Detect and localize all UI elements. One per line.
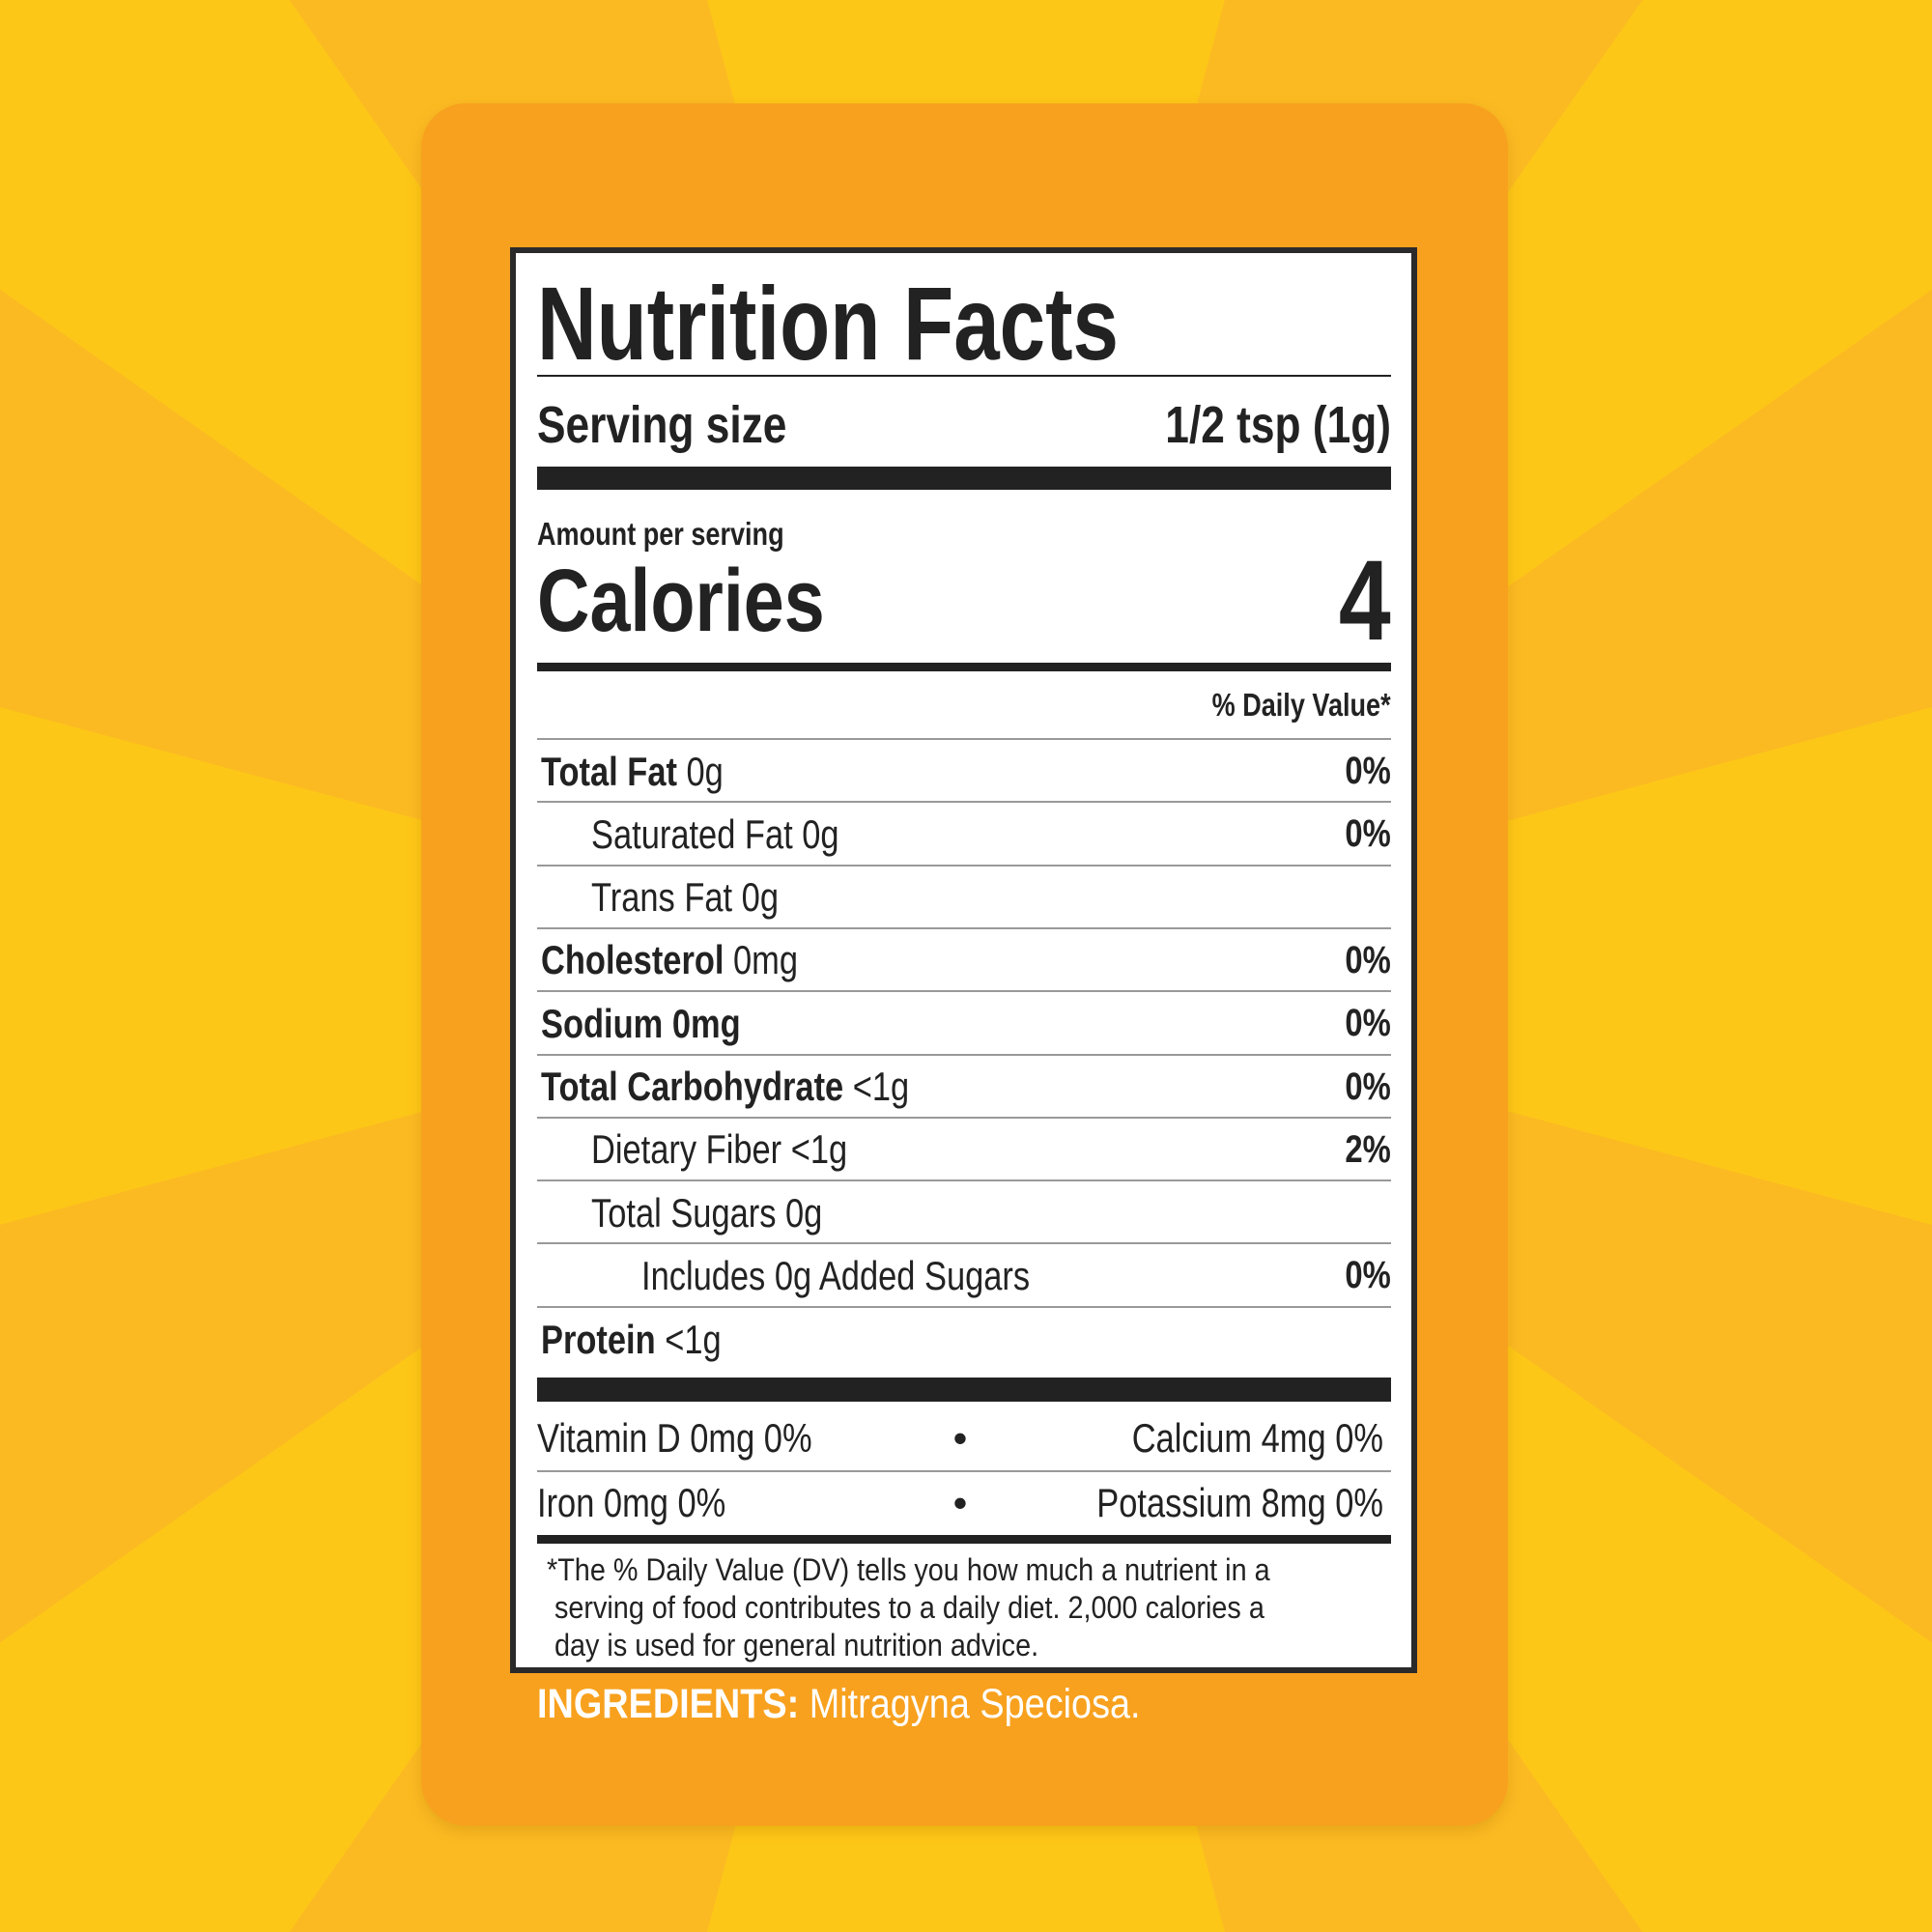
nutrient-label: Sodium 0mg: [541, 1001, 741, 1047]
nutrient-amount: <1g: [790, 1126, 848, 1173]
footnote-line: *The % Daily Value (DV) tells you how mu…: [547, 1552, 1270, 1587]
nutrient-row: Saturated Fat 0g 0%: [537, 803, 1391, 866]
divider: [537, 1242, 1391, 1245]
nutrient-amount: <1g: [665, 1316, 722, 1362]
nutrient-row: Total Carbohydrate <1g 0%: [537, 1056, 1391, 1119]
nutrient-amount: 0mg: [733, 937, 799, 983]
title: Nutrition Facts: [537, 265, 1119, 382]
divider: [537, 1116, 1391, 1119]
nutrient-row: Total Sugars 0g: [537, 1181, 1391, 1244]
nutrition-facts-label: Nutrition Facts Serving size 1/2 tsp (1g…: [510, 247, 1417, 1673]
daily-value-percent: 0%: [1345, 812, 1391, 856]
potassium: Potassium 8mg 0%: [1096, 1480, 1383, 1525]
divider: [537, 1306, 1391, 1308]
nutrient-amount: 0g: [686, 748, 724, 794]
footnote: *The % Daily Value (DV) tells you how mu…: [547, 1551, 1350, 1664]
nutrient-amount: 0g: [802, 810, 839, 857]
nutrient-amount: 0g: [785, 1189, 823, 1236]
nutrient-name: Trans Fat: [591, 874, 733, 921]
divider: [537, 1053, 1391, 1056]
nutrient-name: Total Carbohydrate: [541, 1064, 844, 1109]
iron: Iron 0mg 0%: [537, 1480, 726, 1525]
nutrient-amount: 0g: [741, 874, 779, 921]
divider: [537, 926, 1391, 929]
footnote-line: day is used for general nutrition advice…: [554, 1628, 1039, 1662]
nutrient-row: Protein <1g: [537, 1308, 1391, 1371]
divider: [537, 801, 1391, 804]
nutrient-row: Sodium 0mg 0%: [537, 992, 1391, 1055]
nutrient-amount: 0mg: [671, 1000, 741, 1046]
nutrient-name: Total Fat: [541, 748, 677, 794]
nutrient-row: Includes 0g Added Sugars 0%: [537, 1244, 1391, 1307]
nutrient-label: Includes 0g Added Sugars: [641, 1253, 1030, 1299]
thick-divider: [537, 1378, 1391, 1402]
nutrient-row: Trans Fat 0g: [537, 867, 1391, 929]
divider: [537, 1470, 1391, 1472]
nutrient-label: Dietary Fiber <1g: [591, 1126, 847, 1173]
nutrient-name: Protein: [541, 1316, 656, 1362]
thick-divider: [537, 467, 1391, 490]
calcium: Calcium 4mg 0%: [1131, 1415, 1383, 1461]
divider: [537, 864, 1391, 867]
nutrient-label: Total Carbohydrate <1g: [541, 1064, 909, 1110]
calories-label: Calories: [537, 551, 825, 650]
footnote-line: serving of food contributes to a daily d…: [554, 1590, 1264, 1625]
nutrient-label: Protein <1g: [541, 1317, 722, 1363]
nutrient-label: Total Sugars 0g: [591, 1190, 822, 1236]
ingredients: INGREDIENTS: Mitragyna Speciosa.: [537, 1681, 1223, 1728]
medium-divider: [537, 663, 1391, 671]
daily-value-header: % Daily Value*: [1211, 687, 1391, 723]
ingredients-text: Mitragyna Speciosa.: [809, 1681, 1141, 1727]
divider: [537, 375, 1391, 377]
nutrient-row: Cholesterol 0mg 0%: [537, 929, 1391, 992]
nutrient-name: Saturated Fat: [591, 810, 793, 857]
serving-size-label: Serving size: [537, 396, 787, 454]
daily-value-percent: 2%: [1345, 1127, 1391, 1171]
serving-size-value: 1/2 tsp (1g): [1165, 396, 1391, 454]
nutrient-name: Cholesterol: [541, 937, 724, 983]
daily-value-percent: 0%: [1345, 1254, 1391, 1297]
nutrient-name: Dietary Fiber: [591, 1126, 782, 1173]
calories-value: 4: [1339, 537, 1391, 665]
bullet: •: [952, 1480, 968, 1525]
ingredients-label: INGREDIENTS:: [537, 1681, 800, 1727]
nutrient-name: Total Sugars: [591, 1189, 777, 1236]
divider: [537, 738, 1391, 740]
daily-value-percent: 0%: [1345, 1065, 1391, 1108]
nutrient-label: Cholesterol 0mg: [541, 937, 798, 983]
nutrient-label: Trans Fat 0g: [591, 874, 779, 921]
divider: [537, 990, 1391, 993]
nutrient-row: Total Fat 0g 0%: [537, 740, 1391, 803]
divider: [537, 1179, 1391, 1182]
nutrient-label: Total Fat 0g: [541, 749, 724, 795]
nutrient-amount: <1g: [852, 1064, 910, 1109]
amount-per-serving: Amount per serving: [537, 516, 784, 552]
nutrient-label: Saturated Fat 0g: [591, 811, 839, 858]
bullet: •: [952, 1415, 968, 1461]
medium-divider: [537, 1535, 1391, 1544]
daily-value-percent: 0%: [1345, 938, 1391, 981]
vitamin-d: Vitamin D 0mg 0%: [537, 1415, 812, 1461]
daily-value-percent: 0%: [1345, 1002, 1391, 1045]
nutrient-name: Sodium: [541, 1000, 664, 1046]
nutrient-name: Includes 0g Added Sugars: [641, 1252, 1031, 1298]
nutrient-row: Dietary Fiber <1g 2%: [537, 1119, 1391, 1181]
daily-value-percent: 0%: [1345, 750, 1391, 792]
